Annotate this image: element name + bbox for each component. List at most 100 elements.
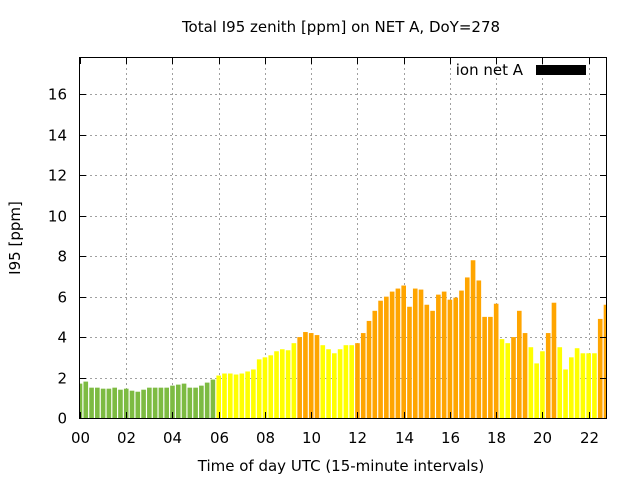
bar: [83, 381, 89, 418]
y-tick-labels: 0 2 4 6 8 10 12 14 16: [48, 86, 67, 428]
x-tick-label: 12: [348, 429, 367, 447]
bar: [569, 357, 574, 418]
bar: [147, 387, 152, 418]
bar: [574, 348, 580, 418]
bar: [337, 349, 343, 418]
bar: [95, 387, 100, 418]
x-axis-label: Time of day UTC (15-minute intervals): [197, 457, 484, 475]
x-tick-label: 16: [441, 429, 460, 447]
bar: [551, 302, 557, 418]
y-tick-label: 10: [48, 208, 67, 226]
bar: [239, 373, 245, 418]
x-tick-label: 20: [533, 429, 552, 447]
bar: [181, 383, 187, 418]
bar: [378, 300, 383, 418]
bar: [441, 291, 447, 418]
bar: [303, 332, 308, 418]
plot-frame: [79, 57, 607, 419]
bar: [216, 375, 222, 418]
bar: [164, 387, 170, 418]
bar: [332, 353, 337, 418]
bar: [412, 288, 418, 418]
bar: [407, 306, 412, 418]
bar: [563, 369, 568, 418]
bar: [401, 285, 406, 418]
legend-label: ion net A: [456, 61, 524, 79]
bar: [343, 345, 349, 418]
bar: [210, 379, 216, 418]
bar: [291, 343, 297, 418]
bar: [89, 387, 94, 418]
bar: [592, 353, 597, 418]
bar: [557, 347, 563, 418]
bar: [366, 320, 372, 418]
bar: [493, 303, 499, 418]
y-tick-label: 8: [57, 248, 67, 266]
bar: [175, 384, 181, 418]
bar: [233, 374, 239, 418]
bar: [464, 277, 470, 418]
bar: [100, 388, 106, 418]
bar: [285, 350, 291, 418]
bar: [326, 349, 331, 418]
bar: [384, 296, 389, 418]
bar: [308, 333, 314, 418]
bar: [274, 351, 279, 418]
bar: [476, 280, 482, 418]
x-tick-label: 04: [163, 429, 182, 447]
bar: [447, 299, 453, 418]
y-tick-label: 12: [48, 167, 67, 185]
bar: [123, 388, 129, 418]
y-tick-label: 6: [57, 289, 67, 307]
legend: ion net A: [456, 61, 586, 79]
bar: [424, 304, 430, 418]
bar: [320, 345, 326, 418]
y-axis-label: I95 [ppm]: [6, 201, 24, 275]
bar: [534, 363, 539, 418]
y-tick-label: 4: [57, 329, 67, 347]
bar: [280, 349, 285, 418]
bar: [118, 389, 123, 418]
bar: [360, 333, 366, 418]
bar: [141, 389, 146, 418]
bar: [545, 333, 551, 418]
bar: [204, 382, 210, 418]
x-tick-label: 14: [395, 429, 414, 447]
bar: [580, 353, 586, 418]
bar: [505, 343, 511, 418]
bar: [430, 310, 435, 418]
x-tick-label: 10: [302, 429, 321, 447]
bar: [349, 345, 354, 418]
bar: [499, 339, 505, 418]
bar: [262, 357, 268, 418]
bar: [459, 290, 464, 418]
x-tick-label: 00: [71, 429, 90, 447]
bar: [297, 337, 302, 418]
bar: [80, 383, 83, 418]
bar: [528, 347, 534, 418]
bar: [453, 297, 459, 418]
bar: [199, 385, 204, 418]
ticks: [80, 58, 606, 419]
y-tick-label: 16: [48, 86, 67, 104]
bars: [80, 260, 606, 418]
bar: [395, 288, 401, 418]
x-tick-label: 22: [580, 429, 599, 447]
bar: [516, 310, 522, 418]
bar: [540, 351, 545, 418]
y-tick-label: 14: [48, 127, 67, 145]
bar: [597, 318, 603, 418]
bar: [355, 343, 360, 418]
bar: [603, 304, 606, 418]
chart-title: Total I95 zenith [ppm] on NET A, DoY=278: [181, 18, 500, 36]
bar: [245, 371, 250, 418]
bar: [314, 335, 320, 418]
bar: [222, 373, 227, 418]
bar: [418, 289, 424, 418]
bar: [488, 316, 493, 418]
y-tick-label: 2: [57, 370, 67, 388]
bar: [586, 353, 591, 418]
bar: [227, 373, 233, 418]
legend-swatch: [536, 65, 586, 75]
